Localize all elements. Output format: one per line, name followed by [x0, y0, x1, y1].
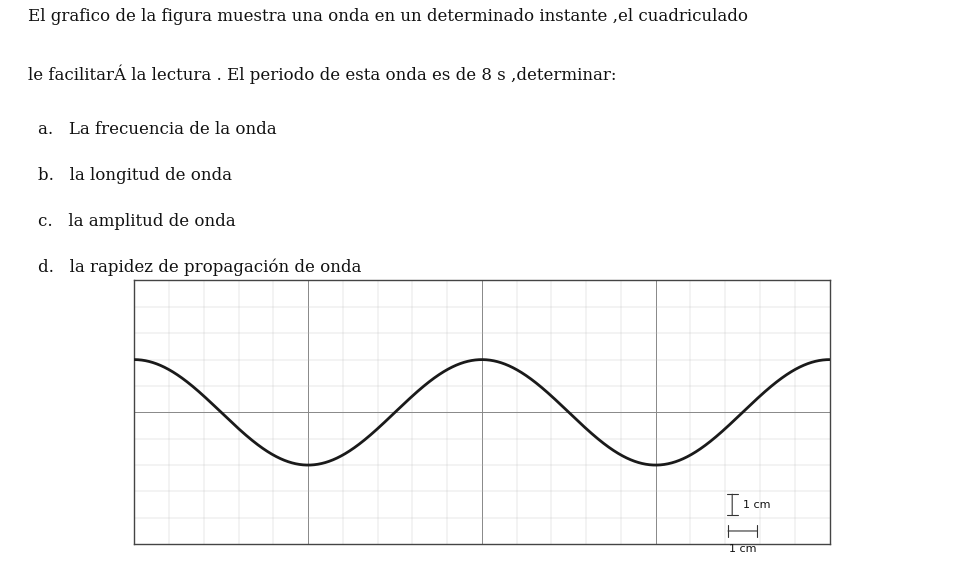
Text: El grafico de la figura muestra una onda en un determinado instante ,el cuadricu: El grafico de la figura muestra una onda… — [29, 8, 748, 25]
Text: d.   la rapidez de propagación de onda: d. la rapidez de propagación de onda — [37, 259, 362, 276]
Text: a.   La frecuencia de la onda: a. La frecuencia de la onda — [37, 121, 276, 138]
Text: 1 cm: 1 cm — [742, 500, 770, 509]
Text: le facilitarÁ la lectura . El periodo de esta onda es de 8 s ,determinar:: le facilitarÁ la lectura . El periodo de… — [29, 65, 617, 84]
Text: c.   la amplitud de onda: c. la amplitud de onda — [37, 213, 235, 230]
Text: b.   la longitud de onda: b. la longitud de onda — [37, 167, 232, 184]
Text: 1 cm: 1 cm — [729, 544, 757, 554]
